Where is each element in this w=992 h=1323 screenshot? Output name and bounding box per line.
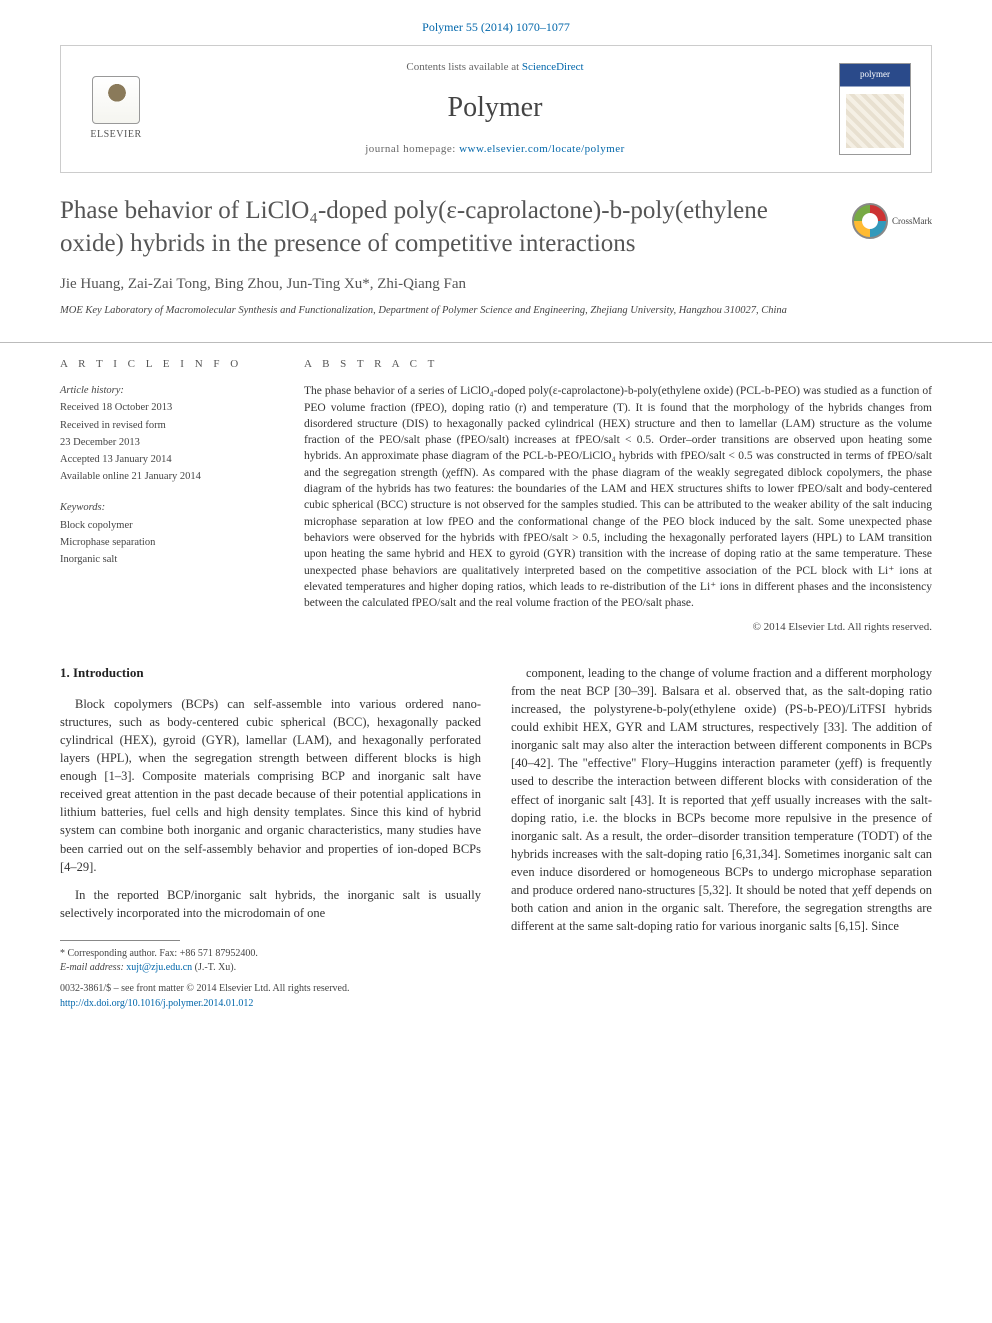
homepage-line: journal homepage: www.elsevier.com/locat… bbox=[171, 142, 819, 158]
date-revised-1: Received in revised form bbox=[60, 418, 270, 433]
elsevier-tree-icon bbox=[92, 76, 140, 124]
crossmark-icon bbox=[852, 203, 888, 239]
citation-header: Polymer 55 (2014) 1070–1077 bbox=[0, 0, 992, 45]
date-revised-2: 23 December 2013 bbox=[60, 435, 270, 450]
journal-name: Polymer bbox=[171, 88, 819, 129]
keyword-1: Block copolymer bbox=[60, 518, 270, 533]
homepage-link[interactable]: www.elsevier.com/locate/polymer bbox=[459, 143, 625, 155]
publisher-name: ELSEVIER bbox=[90, 128, 141, 143]
contents-line: Contents lists available at ScienceDirec… bbox=[171, 60, 819, 76]
keyword-2: Microphase separation bbox=[60, 535, 270, 550]
body-col-right: component, leading to the change of volu… bbox=[511, 664, 932, 974]
keywords-block: Keywords: Block copolymer Microphase sep… bbox=[60, 500, 270, 567]
date-online: Available online 21 January 2014 bbox=[60, 469, 270, 484]
article-info-heading: A R T I C L E I N F O bbox=[60, 357, 270, 373]
contents-prefix: Contents lists available at bbox=[406, 61, 521, 73]
intro-p2: In the reported BCP/inorganic salt hybri… bbox=[60, 886, 481, 922]
keywords-title: Keywords: bbox=[60, 500, 270, 515]
issn-line: 0032-3861/$ – see front matter © 2014 El… bbox=[60, 982, 932, 997]
email-suffix: (J.-T. Xu). bbox=[192, 962, 236, 973]
abstract-text: The phase behavior of a series of LiClO₄… bbox=[304, 383, 932, 612]
footnote-separator bbox=[60, 940, 180, 941]
history-title: Article history: bbox=[60, 383, 270, 398]
author-list: Jie Huang, Zai-Zai Tong, Bing Zhou, Jun-… bbox=[60, 274, 932, 296]
publisher-logo[interactable]: ELSEVIER bbox=[81, 70, 151, 148]
date-accepted: Accepted 13 January 2014 bbox=[60, 452, 270, 467]
journal-cover-thumbnail[interactable] bbox=[839, 63, 911, 155]
corresponding-author-footnote: * Corresponding author. Fax: +86 571 879… bbox=[60, 947, 481, 974]
abstract-copyright: © 2014 Elsevier Ltd. All rights reserved… bbox=[304, 620, 932, 636]
email-label: E-mail address: bbox=[60, 962, 126, 973]
body-col-left: 1. Introduction Block copolymers (BCPs) … bbox=[60, 664, 481, 974]
affiliation: MOE Key Laboratory of Macromolecular Syn… bbox=[60, 304, 932, 318]
journal-header-box: ELSEVIER Contents lists available at Sci… bbox=[60, 45, 932, 173]
homepage-prefix: journal homepage: bbox=[365, 143, 459, 155]
section-1-heading: 1. Introduction bbox=[60, 664, 481, 683]
sciencedirect-link[interactable]: ScienceDirect bbox=[522, 61, 584, 73]
article-info-block: A R T I C L E I N F O Article history: R… bbox=[60, 342, 270, 635]
abstract-block: A B S T R A C T The phase behavior of a … bbox=[304, 342, 932, 635]
article-title: Phase behavior of LiClO₄-doped poly(ε-ca… bbox=[60, 195, 932, 260]
intro-p3: component, leading to the change of volu… bbox=[511, 664, 932, 936]
email-line: E-mail address: xujt@zju.edu.cn (J.-T. X… bbox=[60, 961, 481, 975]
crossmark-widget[interactable]: CrossMark bbox=[852, 203, 932, 239]
citation-link[interactable]: Polymer 55 (2014) 1070–1077 bbox=[422, 20, 570, 34]
abstract-heading: A B S T R A C T bbox=[304, 357, 932, 373]
email-link[interactable]: xujt@zju.edu.cn bbox=[126, 962, 192, 973]
corresponding-line: * Corresponding author. Fax: +86 571 879… bbox=[60, 947, 481, 961]
keyword-3: Inorganic salt bbox=[60, 552, 270, 567]
intro-p1: Block copolymers (BCPs) can self-assembl… bbox=[60, 695, 481, 876]
body-columns: 1. Introduction Block copolymers (BCPs) … bbox=[0, 636, 992, 974]
date-received: Received 18 October 2013 bbox=[60, 400, 270, 415]
article-header: CrossMark Phase behavior of LiClO₄-doped… bbox=[0, 195, 992, 318]
doi-link[interactable]: http://dx.doi.org/10.1016/j.polymer.2014… bbox=[60, 998, 253, 1009]
page-footer: 0032-3861/$ – see front matter © 2014 El… bbox=[0, 974, 992, 1029]
journal-center: Contents lists available at ScienceDirec… bbox=[151, 60, 839, 158]
meta-row: A R T I C L E I N F O Article history: R… bbox=[0, 342, 992, 635]
crossmark-label: CrossMark bbox=[892, 215, 932, 228]
